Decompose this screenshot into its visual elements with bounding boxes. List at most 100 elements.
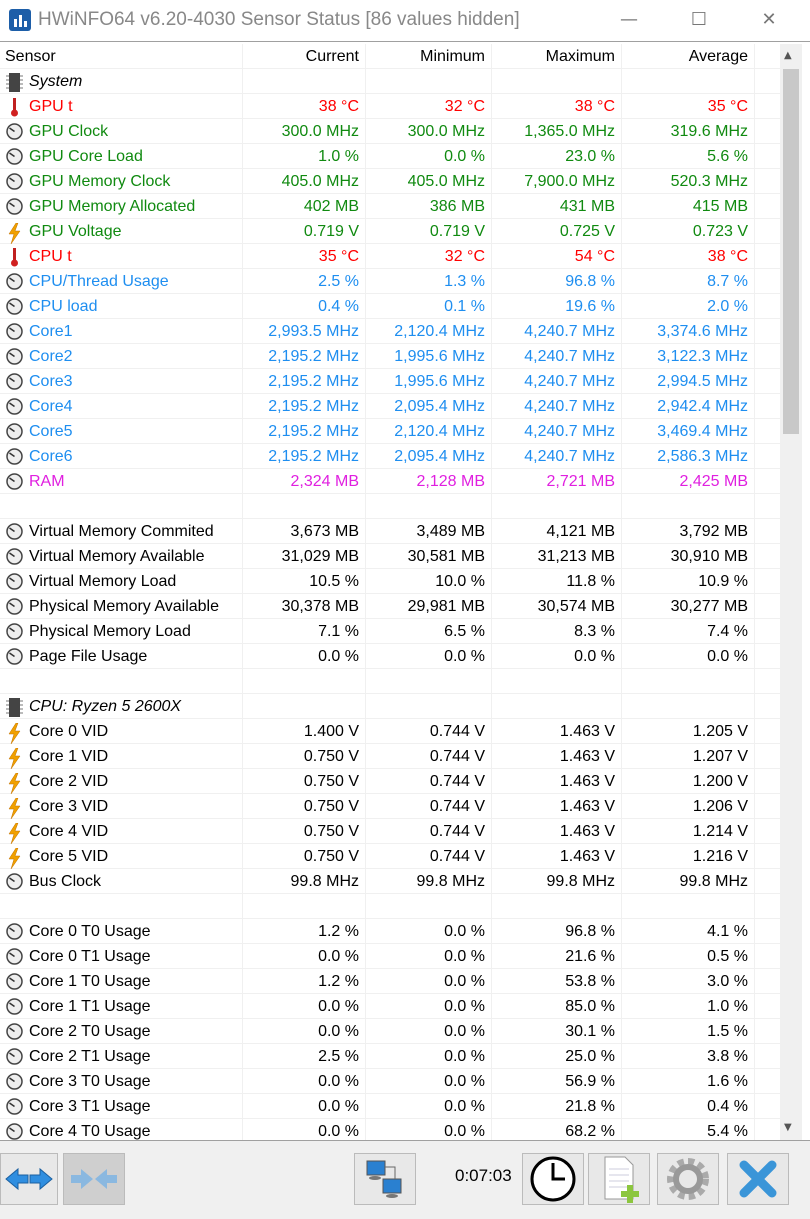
sensor-row[interactable]: Core2 2,195.2 MHz 1,995.6 MHz 4,240.7 MHz 3,… bbox=[0, 344, 780, 369]
sensor-row[interactable]: CPU load 0.4 % 0.1 % 19.6 % 2.0 % bbox=[0, 294, 780, 319]
sensor-label: System bbox=[0, 69, 243, 94]
sensor-row[interactable]: GPU Voltage 0.719 V 0.719 V 0.725 V 0.723 V bbox=[0, 219, 780, 245]
sensor-row[interactable]: Core 1 T0 Usage 1.2 % 0.0 % 53.8 % 3.0 % bbox=[0, 969, 780, 994]
sensor-row[interactable]: Virtual Memory Load 10.5 % 10.0 % 11.8 % 10.… bbox=[0, 569, 780, 594]
scroll-up-arrow[interactable]: ▲ bbox=[784, 50, 792, 61]
column-header-average[interactable]: Average bbox=[622, 44, 755, 69]
thermometer-icon bbox=[6, 98, 23, 117]
sensor-name: CPU: Ryzen 5 2600X bbox=[29, 698, 182, 715]
close-sensors-button[interactable] bbox=[727, 1153, 789, 1205]
sensor-row[interactable]: GPU Memory Allocated 402 MB 386 MB 431 MB 41… bbox=[0, 194, 780, 219]
sensor-row[interactable]: Core 2 VID 0.750 V 0.744 V 1.463 V 1.200 V bbox=[0, 769, 780, 795]
sensor-group-row[interactable]: System bbox=[0, 69, 780, 94]
sensor-row[interactable]: Core 4 T0 Usage 0.0 % 0.0 % 68.2 % 5.4 % bbox=[0, 1119, 780, 1140]
minimize-button[interactable]: — bbox=[620, 9, 638, 30]
sensor-label: Core4 bbox=[0, 394, 243, 419]
average-value: 2,942.4 MHz bbox=[622, 394, 755, 419]
minimum-value: 0.0 % bbox=[366, 994, 492, 1019]
sensor-name: Core3 bbox=[29, 373, 73, 390]
settings-button[interactable] bbox=[657, 1153, 719, 1205]
sensor-row[interactable]: Core 3 T1 Usage 0.0 % 0.0 % 21.8 % 0.4 % bbox=[0, 1094, 780, 1119]
sensor-label: Core3 bbox=[0, 369, 243, 394]
sensor-row[interactable]: Core4 2,195.2 MHz 2,095.4 MHz 4,240.7 MHz 2,… bbox=[0, 394, 780, 419]
maximum-value: 2,721 MB bbox=[492, 469, 622, 494]
sensor-row[interactable]: Core 5 VID 0.750 V 0.744 V 1.463 V 1.216 V bbox=[0, 844, 780, 870]
maximize-button[interactable]: ☐ bbox=[690, 9, 708, 30]
close-x-icon bbox=[739, 1160, 777, 1198]
sensor-row[interactable]: Core 3 VID 0.750 V 0.744 V 1.463 V 1.206 V bbox=[0, 794, 780, 820]
gauge-icon bbox=[6, 348, 23, 365]
sensor-row[interactable]: CPU/Thread Usage 2.5 % 1.3 % 96.8 % 8.7 % bbox=[0, 269, 780, 294]
average-value: 0.4 % bbox=[622, 1094, 755, 1119]
sensor-row[interactable]: Core1 2,993.5 MHz 2,120.4 MHz 4,240.7 MHz 3,… bbox=[0, 319, 780, 344]
maximum-value: 1.463 V bbox=[492, 844, 622, 869]
average-value: 30,277 MB bbox=[622, 594, 755, 619]
sensor-label: Core 2 T1 Usage bbox=[0, 1044, 243, 1069]
column-header-sensor[interactable]: Sensor bbox=[0, 44, 243, 69]
current-value: 2,195.2 MHz bbox=[243, 444, 366, 469]
network-computers-icon bbox=[366, 1160, 402, 1198]
minimum-value: 0.744 V bbox=[366, 844, 492, 869]
sensor-name: Core 3 VID bbox=[29, 798, 109, 815]
expand-button[interactable] bbox=[0, 1153, 58, 1205]
sensor-row[interactable]: Core3 2,195.2 MHz 1,995.6 MHz 4,240.7 MHz 2,… bbox=[0, 369, 780, 394]
sensor-name: Core 3 T0 Usage bbox=[29, 1073, 151, 1090]
gauge-icon bbox=[6, 298, 23, 315]
sensor-row[interactable]: Core 3 T0 Usage 0.0 % 0.0 % 56.9 % 1.6 % bbox=[0, 1069, 780, 1094]
sensor-row[interactable]: GPU Memory Clock 405.0 MHz 405.0 MHz 7,900.… bbox=[0, 169, 780, 194]
sensor-row[interactable]: Core 0 T0 Usage 1.2 % 0.0 % 96.8 % 4.1 % bbox=[0, 919, 780, 944]
sensor-label: Core 1 T1 Usage bbox=[0, 994, 243, 1019]
sensor-label: GPU t bbox=[0, 94, 243, 119]
sensor-row[interactable]: Bus Clock 99.8 MHz 99.8 MHz 99.8 MHz 99.8 MH… bbox=[0, 869, 780, 894]
sensor-row[interactable]: GPU Core Load 1.0 % 0.0 % 23.0 % 5.6 % bbox=[0, 144, 780, 169]
vertical-scrollbar[interactable]: ▲ ▼ bbox=[780, 44, 802, 1140]
gauge-icon bbox=[6, 1023, 23, 1040]
sensor-row[interactable]: Physical Memory Load 7.1 % 6.5 % 8.3 % 7.4 % bbox=[0, 619, 780, 644]
table-header: Sensor Current Minimum Maximum Average bbox=[0, 44, 780, 69]
current-value: 0.750 V bbox=[243, 794, 366, 819]
sensor-row[interactable]: Physical Memory Available 30,378 MB 29,981… bbox=[0, 594, 780, 619]
column-header-maximum[interactable]: Maximum bbox=[492, 44, 622, 69]
minimum-value: 0.744 V bbox=[366, 769, 492, 794]
sensor-row[interactable]: Core6 2,195.2 MHz 2,095.4 MHz 4,240.7 MHz 2,… bbox=[0, 444, 780, 469]
sensor-row[interactable]: GPU Clock 300.0 MHz 300.0 MHz 1,365.0 MHz 31… bbox=[0, 119, 780, 144]
sensor-row[interactable]: Core5 2,195.2 MHz 2,120.4 MHz 4,240.7 MHz 3,… bbox=[0, 419, 780, 444]
average-value: 3,374.6 MHz bbox=[622, 319, 755, 344]
sensor-name: Core6 bbox=[29, 448, 73, 465]
network-button[interactable] bbox=[354, 1153, 416, 1205]
maximum-value: 4,240.7 MHz bbox=[492, 444, 622, 469]
sensor-name: CPU/Thread Usage bbox=[29, 273, 169, 290]
sensor-row[interactable]: RAM 2,324 MB 2,128 MB 2,721 MB 2,425 MB bbox=[0, 469, 780, 494]
close-button[interactable]: ✕ bbox=[761, 9, 777, 30]
average-value: 10.9 % bbox=[622, 569, 755, 594]
sensor-row[interactable]: Core 1 T1 Usage 0.0 % 0.0 % 85.0 % 1.0 % bbox=[0, 994, 780, 1019]
reset-timer-button[interactable] bbox=[522, 1153, 584, 1205]
column-header-minimum[interactable]: Minimum bbox=[366, 44, 492, 69]
sensor-row[interactable]: Core 0 VID 1.400 V 0.744 V 1.463 V 1.205 V bbox=[0, 719, 780, 745]
sensor-row[interactable]: Virtual Memory Available 31,029 MB 30,581 … bbox=[0, 544, 780, 569]
sensor-row[interactable]: Page File Usage 0.0 % 0.0 % 0.0 % 0.0 % bbox=[0, 644, 780, 669]
current-value: 0.750 V bbox=[243, 844, 366, 869]
gauge-icon bbox=[6, 523, 23, 540]
maximum-value: 96.8 % bbox=[492, 269, 622, 294]
gauge-icon bbox=[6, 1123, 23, 1140]
average-value bbox=[622, 894, 755, 919]
sensor-group-row[interactable]: CPU: Ryzen 5 2600X bbox=[0, 694, 780, 719]
logging-button[interactable] bbox=[588, 1153, 650, 1205]
scrollbar-thumb[interactable] bbox=[783, 69, 799, 434]
blank-row bbox=[0, 494, 780, 519]
sensor-row[interactable]: Core 1 VID 0.750 V 0.744 V 1.463 V 1.207 V bbox=[0, 744, 780, 770]
scroll-down-arrow[interactable]: ▼ bbox=[784, 1122, 792, 1133]
sensor-row[interactable]: CPU t 35 °C 32 °C 54 °C 38 °C bbox=[0, 244, 780, 269]
average-value: 1.216 V bbox=[622, 844, 755, 869]
sensor-row[interactable]: Core 2 T1 Usage 2.5 % 0.0 % 25.0 % 3.8 % bbox=[0, 1044, 780, 1069]
sensor-row[interactable]: GPU t 38 °C 32 °C 38 °C 35 °C bbox=[0, 94, 780, 119]
column-header-current[interactable]: Current bbox=[243, 44, 366, 69]
sensor-row[interactable]: Core 4 VID 0.750 V 0.744 V 1.463 V 1.214 V bbox=[0, 819, 780, 845]
collapse-button[interactable] bbox=[63, 1153, 125, 1205]
sensor-label: Core6 bbox=[0, 444, 243, 469]
sensor-name: Virtual Memory Available bbox=[29, 548, 205, 565]
sensor-row[interactable]: Virtual Memory Commited 3,673 MB 3,489 MB 4… bbox=[0, 519, 780, 544]
sensor-row[interactable]: Core 2 T0 Usage 0.0 % 0.0 % 30.1 % 1.5 % bbox=[0, 1019, 780, 1044]
sensor-row[interactable]: Core 0 T1 Usage 0.0 % 0.0 % 21.6 % 0.5 % bbox=[0, 944, 780, 969]
